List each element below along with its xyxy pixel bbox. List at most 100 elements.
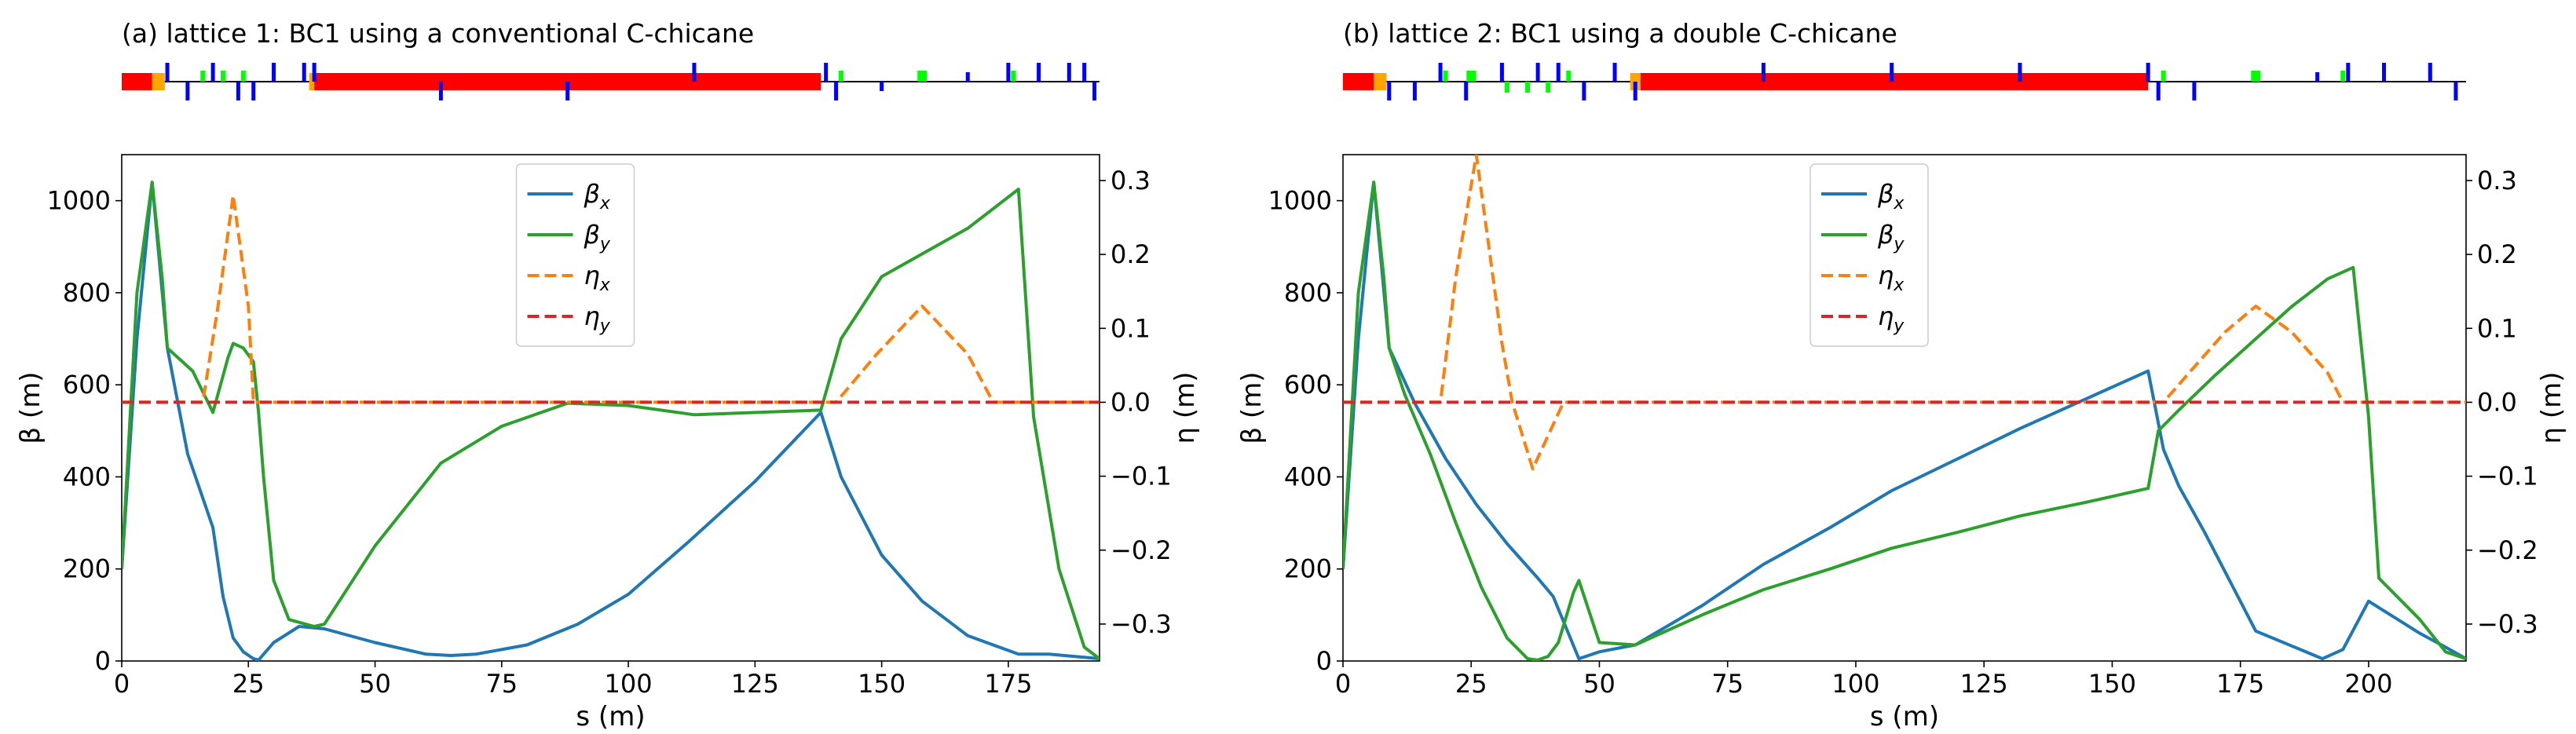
- y-left-tick-label: 800: [1284, 278, 1332, 308]
- x-tick-label: 100: [1831, 669, 1879, 699]
- x-tick-label: 25: [1455, 669, 1487, 699]
- y-right-tick-label: 0.0: [2477, 387, 2517, 417]
- dipole-element: [1343, 73, 1374, 90]
- quadrupole-element: [824, 63, 829, 82]
- quadrupole-element: [2156, 82, 2161, 100]
- edge-element: [309, 73, 315, 90]
- dipole-element: [122, 73, 152, 90]
- legend: βx βy ηx ηy: [515, 163, 635, 347]
- sextupole-element: [240, 71, 246, 82]
- quadrupole-element: [1633, 82, 1637, 100]
- x-tick-label: 125: [1960, 669, 2008, 699]
- lattice-strip: [122, 63, 1100, 100]
- quadrupole-element: [2346, 63, 2351, 82]
- x-tick-label: 200: [2344, 669, 2392, 699]
- quadrupole-element: [302, 63, 306, 82]
- series-group: [1343, 155, 2466, 661]
- series-line-ηx: [122, 193, 1100, 404]
- quadrupole-element: [2428, 63, 2432, 82]
- quadrupole-element: [1412, 82, 1417, 100]
- series-line-βx: [122, 181, 1100, 661]
- sextupole-element: [1011, 71, 1016, 82]
- sextupole-element: [2251, 71, 2261, 82]
- x-tick-label: 100: [605, 669, 653, 699]
- quadrupole-element: [1761, 63, 1766, 82]
- quadrupole-element: [312, 63, 317, 82]
- legend-label: ηy: [1878, 301, 1905, 336]
- quadrupole-element: [1464, 82, 1469, 100]
- quadrupole-element: [1612, 63, 1617, 82]
- y-right-tick-label: 0.3: [1111, 166, 1151, 195]
- plot-frame: [121, 154, 1100, 662]
- quadrupole-element: [1082, 63, 1087, 82]
- plot-frame: [1342, 154, 2467, 662]
- y-right-tick-label: −0.2: [2477, 535, 2538, 565]
- y-left-axis-label: β (m): [1236, 371, 1268, 444]
- legend: βx βy ηx ηy: [1809, 163, 1929, 347]
- quadrupole-element: [272, 63, 276, 82]
- series-line-βy: [1343, 181, 2466, 661]
- quadrupole-element: [1067, 63, 1071, 82]
- legend-label: ηy: [584, 301, 611, 336]
- y-right-tick-label: −0.1: [2477, 462, 2538, 491]
- sextupole-element: [2161, 71, 2166, 82]
- quadrupole-element: [2382, 63, 2387, 82]
- y-right-tick-label: 0.3: [2477, 166, 2517, 195]
- quadrupole-element: [210, 63, 215, 82]
- legend-label: βy: [1877, 220, 1905, 254]
- y-left-tick-label: 0: [1316, 646, 1332, 676]
- y-left-tick-label: 400: [1284, 462, 1332, 491]
- quadrupole-element: [165, 63, 170, 82]
- x-tick-label: 0: [1335, 669, 1351, 699]
- y-right-tick-label: 0.2: [2477, 239, 2517, 269]
- y-right-tick-label: 0.0: [1111, 387, 1151, 417]
- x-tick-label: 75: [485, 669, 518, 699]
- x-tick-label: 50: [359, 669, 391, 699]
- quadrupole-element: [834, 82, 839, 100]
- sextupole-element: [1525, 82, 1531, 93]
- x-tick-label: 0: [114, 669, 130, 699]
- quadrupole-element: [1438, 63, 1443, 82]
- sextupole-element: [917, 71, 928, 82]
- quadrupole-element: [880, 82, 884, 91]
- legend-label: ηx: [584, 261, 611, 295]
- y-left-axis-label: β (m): [15, 371, 46, 444]
- y-right-tick-label: −0.3: [2477, 609, 2538, 639]
- x-axis-label: s (m): [576, 701, 645, 732]
- x-tick-label: 25: [232, 669, 265, 699]
- x-tick-label: 175: [2216, 669, 2264, 699]
- quadrupole-element: [692, 63, 697, 82]
- x-tick-label: 150: [2088, 669, 2136, 699]
- x-tick-label: 175: [984, 669, 1032, 699]
- chart-title: (b) lattice 2: BC1 using a double C-chic…: [1343, 18, 1897, 49]
- quadrupole-element: [2453, 82, 2458, 100]
- quadrupole-element: [1582, 82, 1586, 100]
- y-left-tick-label: 0: [95, 646, 111, 676]
- legend-box: [515, 163, 635, 347]
- y-right-tick-label: 0.1: [1111, 313, 1151, 343]
- quadrupole-element: [565, 82, 570, 100]
- series-line-βx: [1343, 181, 2466, 661]
- y-left-tick-label: 600: [1284, 370, 1332, 400]
- sextupole-element: [1566, 71, 1572, 82]
- sextupole-element: [221, 71, 226, 82]
- quadrupole-element: [2192, 82, 2197, 100]
- edge-element: [152, 73, 165, 90]
- y-right-axis-label: η (m): [2536, 371, 2567, 444]
- lattice-strip: [1343, 63, 2466, 100]
- quadrupole-element: [2146, 63, 2150, 82]
- y-left-tick-label: 200: [1284, 554, 1332, 584]
- x-tick-label: 125: [731, 669, 779, 699]
- y-right-tick-label: 0.2: [1111, 239, 1151, 269]
- edge-element: [1374, 73, 1387, 90]
- sextupole-element: [1546, 82, 1551, 93]
- quadrupole-element: [1006, 63, 1011, 82]
- legend-label: βx: [584, 179, 611, 214]
- dipole-element: [1640, 73, 2149, 90]
- y-left-tick-label: 800: [63, 278, 111, 308]
- quadrupole-element: [438, 82, 443, 100]
- x-tick-label: 150: [858, 669, 906, 699]
- y-left-tick-label: 400: [63, 462, 111, 491]
- chart-title: (a) lattice 1: BC1 using a conventional …: [122, 18, 754, 49]
